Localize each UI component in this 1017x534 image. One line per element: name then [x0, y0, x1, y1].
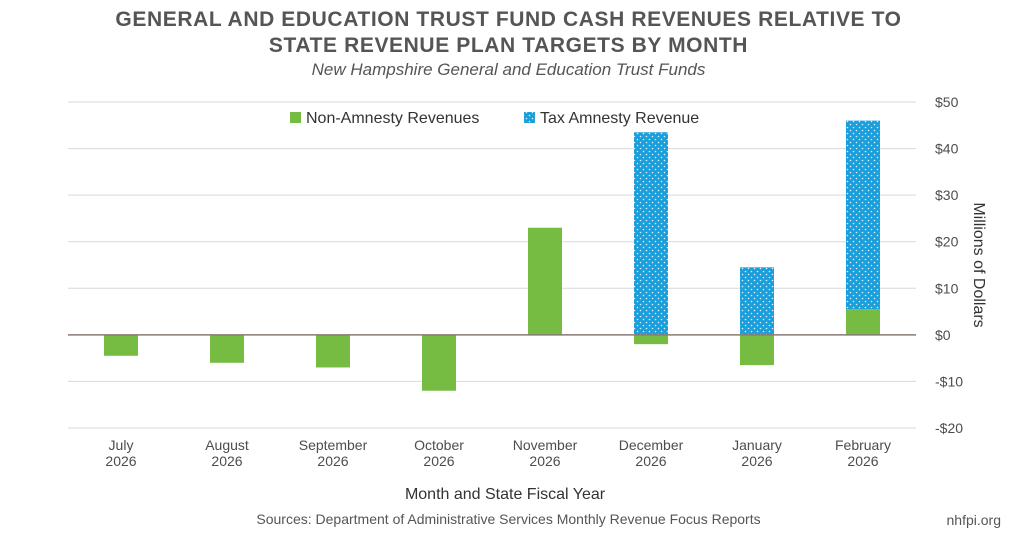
- bar-non-amnesty: [422, 334, 456, 391]
- chart-title-line-1: GENERAL AND EDUCATION TRUST FUND CASH RE…: [115, 8, 902, 31]
- y-tick-label: $30: [935, 187, 959, 203]
- bar-non-amnesty: [634, 334, 668, 345]
- bar-tax-amnesty: [634, 132, 668, 335]
- bar-tax-amnesty: [740, 267, 774, 335]
- x-axis-title: Month and State Fiscal Year: [405, 486, 606, 503]
- x-tick-label-month: August: [205, 437, 249, 453]
- chart-title-line-2: STATE REVENUE PLAN TARGETS BY MONTH: [268, 34, 749, 57]
- bar-non-amnesty: [210, 334, 244, 363]
- x-tick-label-month: December: [619, 437, 684, 453]
- x-tick-label-month: January: [732, 437, 782, 453]
- x-tick-label-year: 2026: [635, 453, 666, 469]
- chart-subtitle: New Hampshire General and Education Trus…: [311, 60, 706, 79]
- bar-non-amnesty: [528, 227, 562, 335]
- legend-swatch-tax-amnesty: [524, 112, 535, 123]
- x-tick-label-year: 2026: [211, 453, 242, 469]
- y-tick-label: -$20: [935, 420, 963, 436]
- source-note: Sources: Department of Administrative Se…: [256, 511, 761, 527]
- x-tick-label-month: October: [414, 437, 464, 453]
- bars: [104, 120, 880, 391]
- bar-non-amnesty: [316, 334, 350, 368]
- y-axis-title: Millions of Dollars: [970, 202, 987, 327]
- bar-non-amnesty: [104, 334, 138, 356]
- gridlines: [68, 101, 916, 429]
- y-tick-label: -$10: [935, 373, 963, 389]
- bar-tax-amnesty: [846, 120, 880, 310]
- y-tick-label: $10: [935, 280, 959, 296]
- legend-swatch-non-amnesty: [290, 112, 301, 123]
- y-tick-label: $0: [935, 327, 951, 343]
- y-tick-label: $50: [935, 94, 959, 110]
- website-label: nhfpi.org: [946, 512, 1001, 528]
- x-tick-label-month: November: [513, 437, 578, 453]
- x-tick-label-month: July: [109, 437, 134, 453]
- legend: Non-Amnesty Revenues Tax Amnesty Revenue: [290, 110, 699, 127]
- x-tick-label-year: 2026: [317, 453, 348, 469]
- x-tick-label-year: 2026: [105, 453, 136, 469]
- bar-non-amnesty: [740, 334, 774, 366]
- x-tick-label-year: 2026: [847, 453, 878, 469]
- x-tick-label-year: 2026: [529, 453, 560, 469]
- legend-label-tax-amnesty: Tax Amnesty Revenue: [540, 110, 699, 127]
- bar-non-amnesty: [846, 309, 880, 335]
- x-tick-label-month: September: [299, 437, 368, 453]
- legend-label-non-amnesty: Non-Amnesty Revenues: [306, 110, 479, 127]
- x-tick-label-year: 2026: [423, 453, 454, 469]
- axes: -$20-$10$0$10$20$30$40$50July2026August2…: [68, 94, 987, 503]
- y-tick-label: $40: [935, 141, 959, 157]
- x-tick-label-year: 2026: [741, 453, 772, 469]
- x-tick-label-month: February: [835, 437, 891, 453]
- y-tick-label: $20: [935, 234, 959, 250]
